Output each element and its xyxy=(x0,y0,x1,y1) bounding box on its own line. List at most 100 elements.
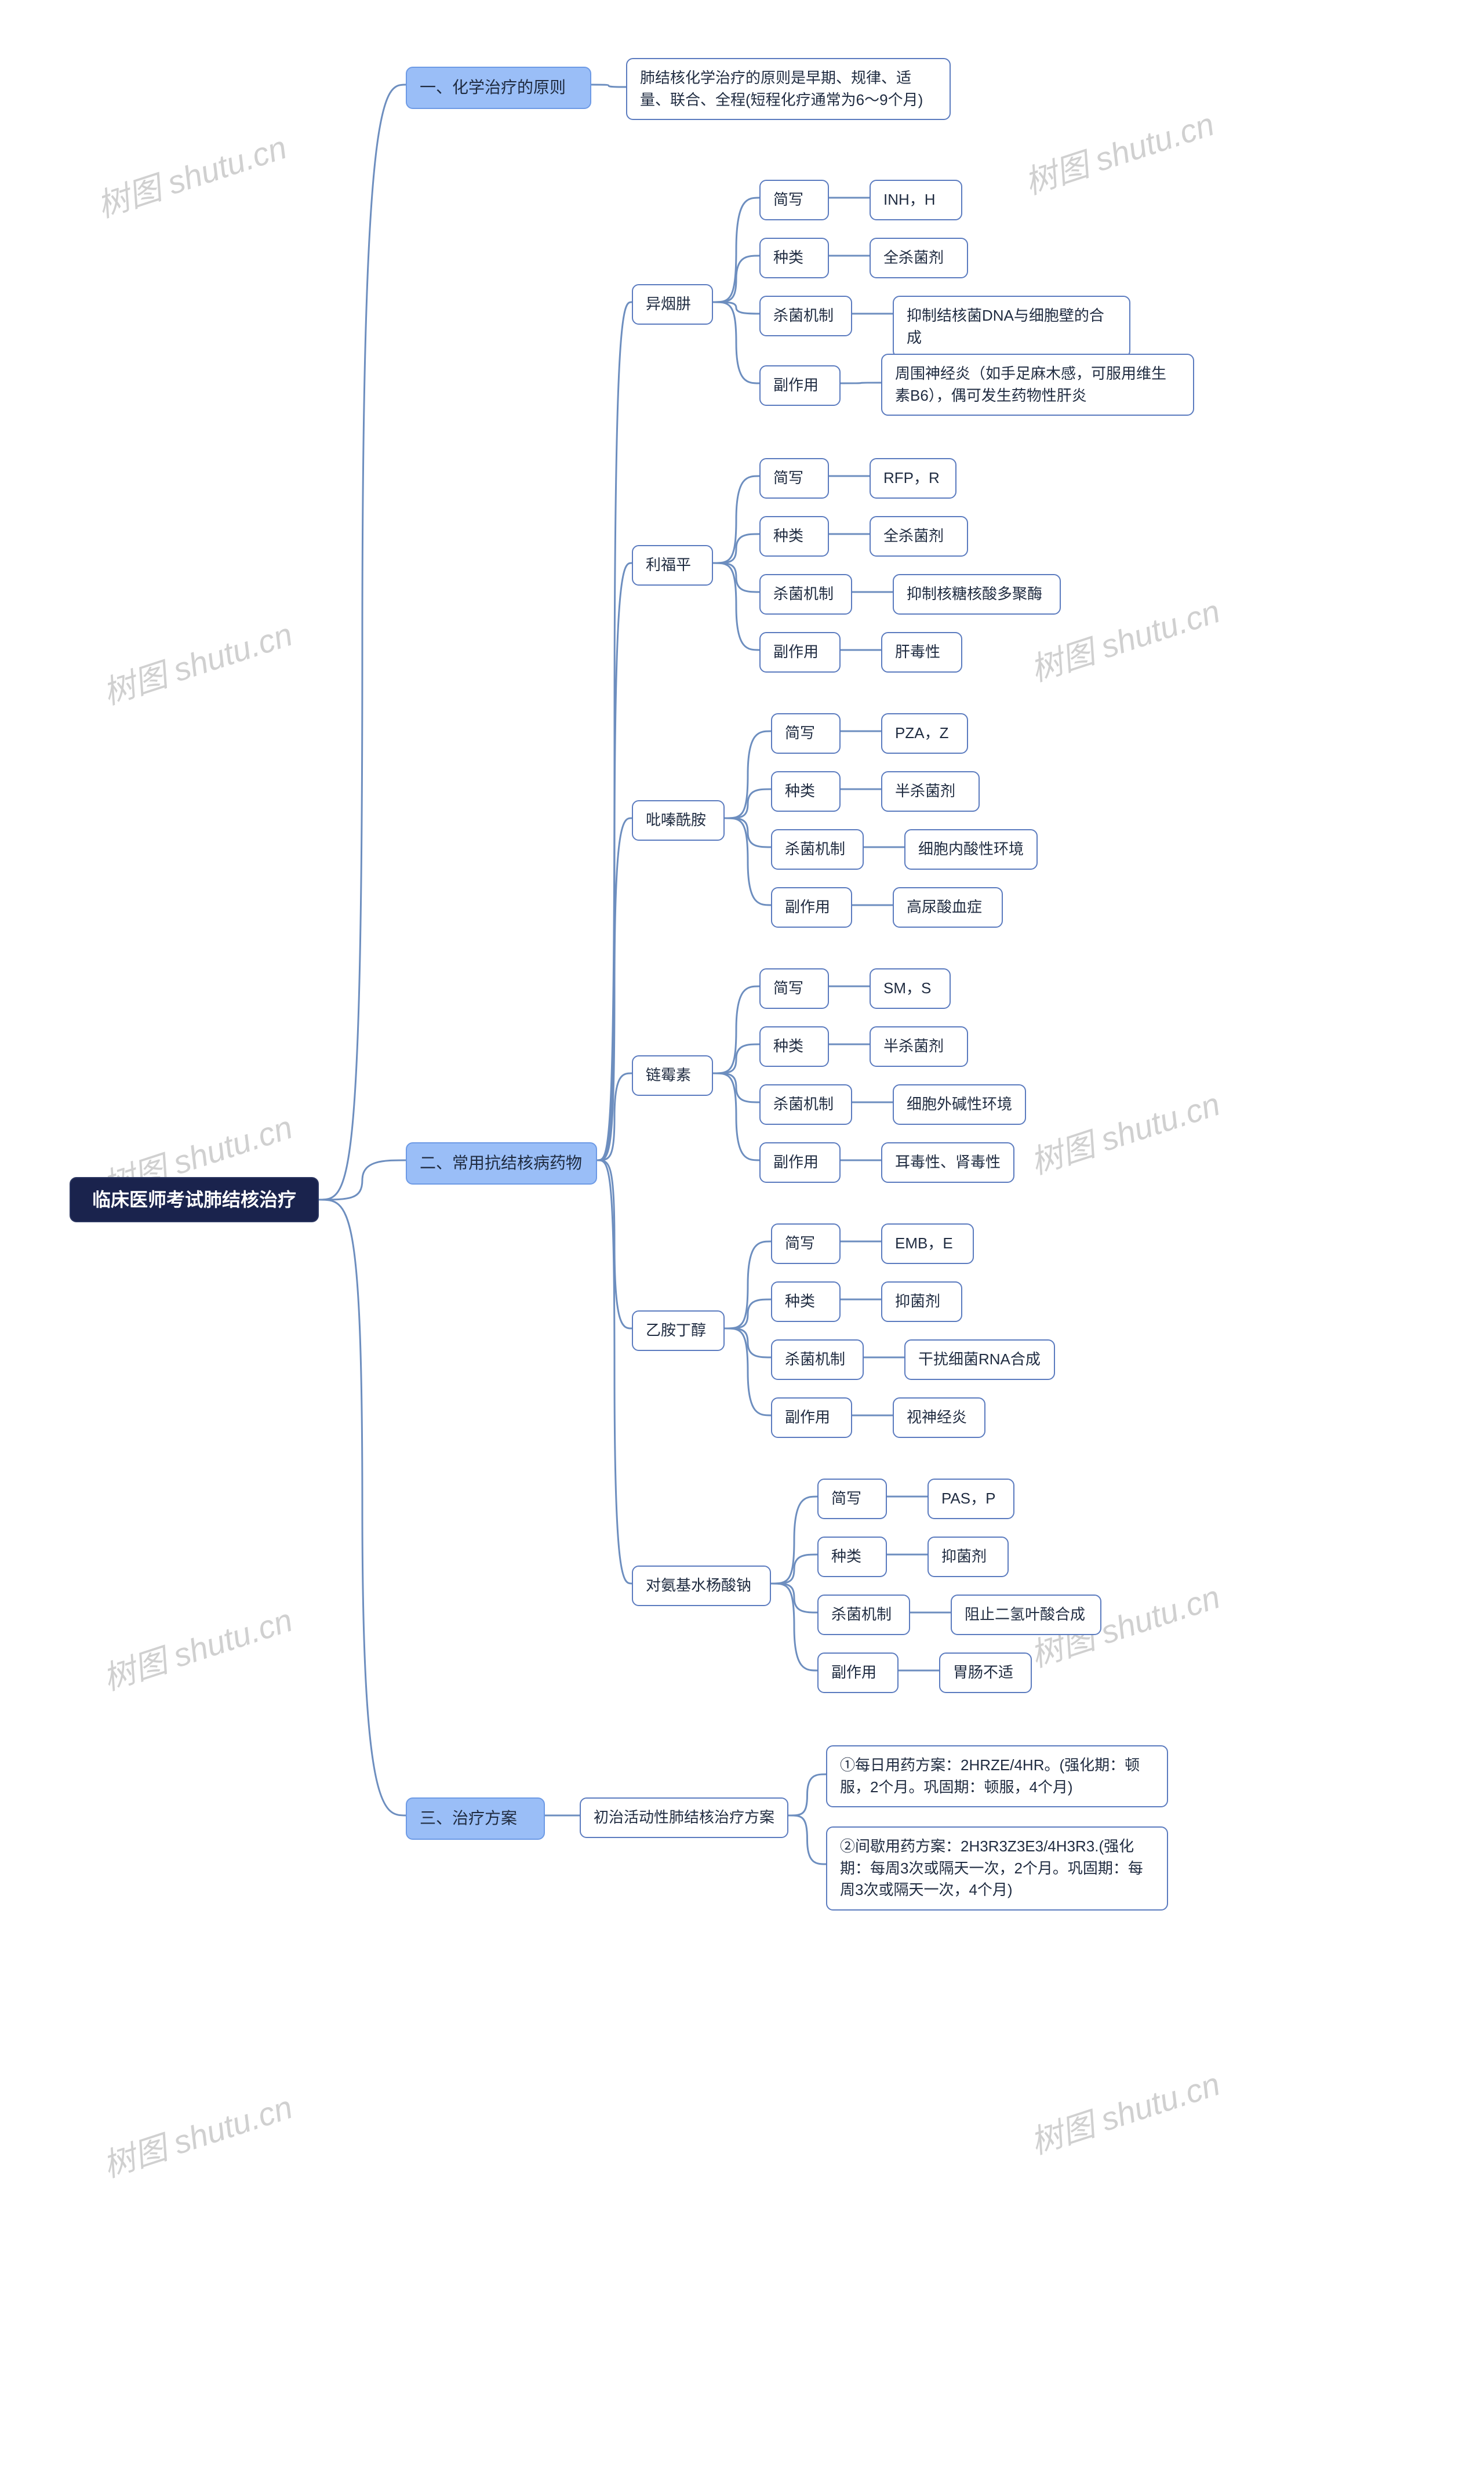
node-label: 干扰细菌RNA合成 xyxy=(918,1349,1041,1371)
node-d3c: 杀菌机制 xyxy=(771,829,864,870)
mindmap-stage: 树图 shutu.cn树图 shutu.cn树图 shutu.cn树图 shut… xyxy=(0,0,1484,2466)
node-s1[interactable]: 一、化学治疗的原则 xyxy=(406,67,591,109)
edge-s2-d5 xyxy=(597,1160,632,1328)
node-label: 异烟肼 xyxy=(646,293,691,315)
edge-d2-d2d xyxy=(713,563,759,650)
edge-d1-d1c xyxy=(713,302,759,314)
node-label: 杀菌机制 xyxy=(785,838,845,860)
node-label: 半杀菌剂 xyxy=(883,1036,944,1058)
node-label: 杀菌机制 xyxy=(785,1349,845,1371)
node-d3d: 副作用 xyxy=(771,887,852,928)
node-d6a1: PAS，P xyxy=(928,1479,1014,1519)
edge-d6-d6a xyxy=(771,1497,817,1584)
edge-d5-d5a xyxy=(725,1241,771,1328)
node-d6d: 副作用 xyxy=(817,1653,899,1693)
edge-d4-d4b xyxy=(713,1044,759,1073)
edge-d6-d6c xyxy=(771,1584,817,1612)
node-label: 胃肠不适 xyxy=(953,1662,1013,1684)
node-label: 种类 xyxy=(785,780,815,802)
node-d2b1: 全杀菌剂 xyxy=(870,516,968,557)
node-d6b: 种类 xyxy=(817,1537,887,1577)
node-label: 简写 xyxy=(785,722,815,744)
node-d5d1: 视神经炎 xyxy=(893,1397,985,1438)
node-root[interactable]: 临床医师考试肺结核治疗 xyxy=(70,1177,319,1222)
node-label: 乙胺丁醇 xyxy=(646,1320,706,1342)
node-label: 杀菌机制 xyxy=(773,583,834,605)
node-d5a1: EMB，E xyxy=(881,1223,974,1264)
node-label: PAS，P xyxy=(941,1488,995,1510)
node-label: 视神经炎 xyxy=(907,1407,967,1429)
edge-d1-d1b xyxy=(713,256,759,302)
node-d1b1: 全杀菌剂 xyxy=(870,238,968,278)
edge-d6-d6d xyxy=(771,1584,817,1670)
node-s3a1: ①每日用药方案：2HRZE/4HR。(强化期：顿服，2个月。巩固期：顿服，4个月… xyxy=(826,1745,1168,1807)
node-d5b: 种类 xyxy=(771,1281,841,1322)
node-label: 二、常用抗结核病药物 xyxy=(420,1152,582,1175)
node-d5d: 副作用 xyxy=(771,1397,852,1438)
node-label: 简写 xyxy=(785,1233,815,1255)
node-label: 抑菌剂 xyxy=(941,1546,987,1568)
edge-d4-d4a xyxy=(713,986,759,1073)
node-d4c: 杀菌机制 xyxy=(759,1084,852,1125)
node-label: EMB，E xyxy=(895,1233,953,1255)
node-label: PZA，Z xyxy=(895,722,948,744)
edge-s1-s1d xyxy=(591,85,626,87)
edge-root-s1 xyxy=(319,85,406,1200)
node-label: 周围神经炎（如手足麻木感，可服用维生素B6），偶可发生药物性肝炎 xyxy=(895,363,1180,406)
node-label: 副作用 xyxy=(785,896,830,918)
node-d5: 乙胺丁醇 xyxy=(632,1310,725,1351)
edge-root-s3 xyxy=(319,1200,406,1815)
edge-s2-d1 xyxy=(597,302,632,1160)
node-d2c: 杀菌机制 xyxy=(759,574,852,615)
node-label: 细胞内酸性环境 xyxy=(918,838,1024,860)
node-label: 种类 xyxy=(773,525,803,547)
node-label: 副作用 xyxy=(773,1152,819,1174)
node-label: 半杀菌剂 xyxy=(895,780,955,802)
edge-d4-d4d xyxy=(713,1073,759,1160)
node-d1c1: 抑制结核菌DNA与细胞壁的合成 xyxy=(893,296,1130,358)
node-label: RFP，R xyxy=(883,467,940,489)
node-label: 细胞外碱性环境 xyxy=(907,1094,1012,1116)
node-d1b: 种类 xyxy=(759,238,829,278)
node-label: 种类 xyxy=(831,1546,861,1568)
watermark: 树图 shutu.cn xyxy=(1024,1078,1225,1184)
node-d1a: 简写 xyxy=(759,180,829,220)
node-label: 对氨基水杨酸钠 xyxy=(646,1575,751,1597)
node-label: 副作用 xyxy=(831,1662,876,1684)
node-label: 种类 xyxy=(773,1036,803,1058)
node-d6a: 简写 xyxy=(817,1479,887,1519)
node-label: 简写 xyxy=(831,1488,861,1510)
node-d3b: 种类 xyxy=(771,771,841,812)
node-d3a1: PZA，Z xyxy=(881,713,968,754)
node-label: 耳毒性、肾毒性 xyxy=(895,1152,1001,1174)
node-label: 肺结核化学治疗的原则是早期、规律、适量、联合、全程(短程化疗通常为6～9个月) xyxy=(640,67,937,111)
node-label: 简写 xyxy=(773,978,803,1000)
node-label: 副作用 xyxy=(773,375,819,397)
node-label: 杀菌机制 xyxy=(831,1604,892,1626)
node-d6d1: 胃肠不适 xyxy=(939,1653,1032,1693)
node-label: 抑制结核菌DNA与细胞壁的合成 xyxy=(907,305,1116,348)
edge-d4-d4c xyxy=(713,1073,759,1102)
node-d6b1: 抑菌剂 xyxy=(928,1537,1009,1577)
node-label: 简写 xyxy=(773,189,803,211)
node-d3c1: 细胞内酸性环境 xyxy=(904,829,1038,870)
watermark: 树图 shutu.cn xyxy=(96,2082,298,2187)
node-d4c1: 细胞外碱性环境 xyxy=(893,1084,1026,1125)
node-label: 副作用 xyxy=(773,641,819,663)
edge-s2-d4 xyxy=(597,1073,632,1160)
node-d5a: 简写 xyxy=(771,1223,841,1264)
node-d3d1: 高尿酸血症 xyxy=(893,887,1003,928)
node-d2d1: 肝毒性 xyxy=(881,632,962,673)
node-label: 种类 xyxy=(785,1291,815,1313)
node-d1d1: 周围神经炎（如手足麻木感，可服用维生素B6），偶可发生药物性肝炎 xyxy=(881,354,1194,416)
node-d1c: 杀菌机制 xyxy=(759,296,852,336)
node-label: 初治活动性肺结核治疗方案 xyxy=(594,1807,774,1829)
node-label: 吡嗪酰胺 xyxy=(646,809,706,831)
node-d2: 利福平 xyxy=(632,545,713,586)
edge-s2-d3 xyxy=(597,818,632,1160)
node-s3[interactable]: 三、治疗方案 xyxy=(406,1797,545,1840)
node-s2[interactable]: 二、常用抗结核病药物 xyxy=(406,1142,597,1185)
node-d4d1: 耳毒性、肾毒性 xyxy=(881,1142,1014,1183)
watermark: 树图 shutu.cn xyxy=(1024,2058,1225,2164)
node-s1d: 肺结核化学治疗的原则是早期、规律、适量、联合、全程(短程化疗通常为6～9个月) xyxy=(626,58,951,120)
